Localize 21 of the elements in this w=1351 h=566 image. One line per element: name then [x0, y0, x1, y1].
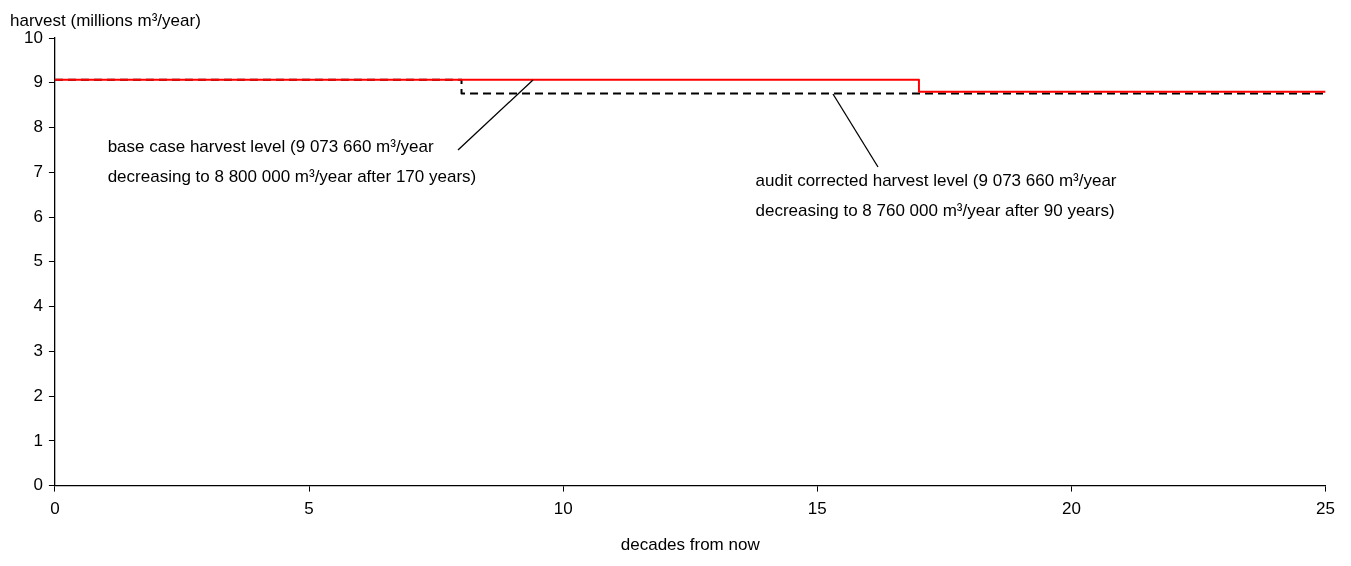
- x-tick-label: 25: [1316, 499, 1336, 519]
- annotation: audit corrected harvest level (9 073 660 m³/year decreasing to 8 760 000 m³/year after 90 years): [755, 170, 1117, 220]
- y-tick-label: 8: [33, 117, 43, 137]
- x-axis-title: decades from now: [620, 535, 761, 554]
- x-tick-label: 15: [807, 499, 827, 519]
- x-tick-label: 5: [304, 499, 314, 519]
- y-tick-label: 5: [33, 251, 43, 271]
- y-tick-label: 10: [23, 27, 43, 47]
- x-tick-label: 20: [1061, 499, 1081, 519]
- x-tick-label: 10: [553, 499, 573, 519]
- y-tick-label: 0: [33, 475, 43, 495]
- y-tick-label: 1: [33, 430, 43, 450]
- y-tick-label: 6: [33, 206, 43, 226]
- y-tick-label: 7: [33, 161, 43, 181]
- y-axis-title: harvest (millions m³/year): [10, 11, 201, 30]
- annotation: base case harvest level (9 073 660 m³/year decreasing to 8 800 000 m³/year after 170 years): [107, 136, 477, 186]
- x-tick-label: 0: [50, 499, 60, 519]
- y-tick-label: 9: [33, 72, 43, 92]
- y-tick-label: 4: [33, 296, 43, 316]
- y-tick-label: 3: [33, 341, 43, 361]
- y-tick-label: 2: [33, 385, 43, 405]
